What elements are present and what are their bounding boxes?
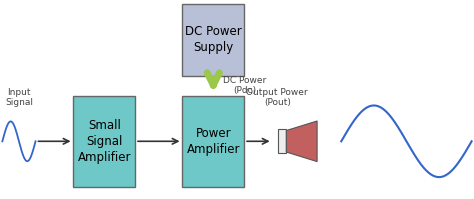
FancyBboxPatch shape [182, 4, 244, 76]
Text: Input
Signal: Input Signal [5, 88, 33, 107]
Text: DC Power
Supply: DC Power Supply [185, 25, 242, 54]
Polygon shape [286, 121, 317, 162]
Text: Small
Signal
Amplifier: Small Signal Amplifier [78, 119, 131, 164]
Text: DC Power
(Pdc): DC Power (Pdc) [223, 76, 266, 95]
FancyBboxPatch shape [182, 96, 244, 187]
Bar [278, 129, 286, 153]
FancyBboxPatch shape [73, 96, 135, 187]
Text: Output Power
(Pout): Output Power (Pout) [246, 88, 308, 107]
Text: Power
Amplifier: Power Amplifier [187, 127, 240, 156]
